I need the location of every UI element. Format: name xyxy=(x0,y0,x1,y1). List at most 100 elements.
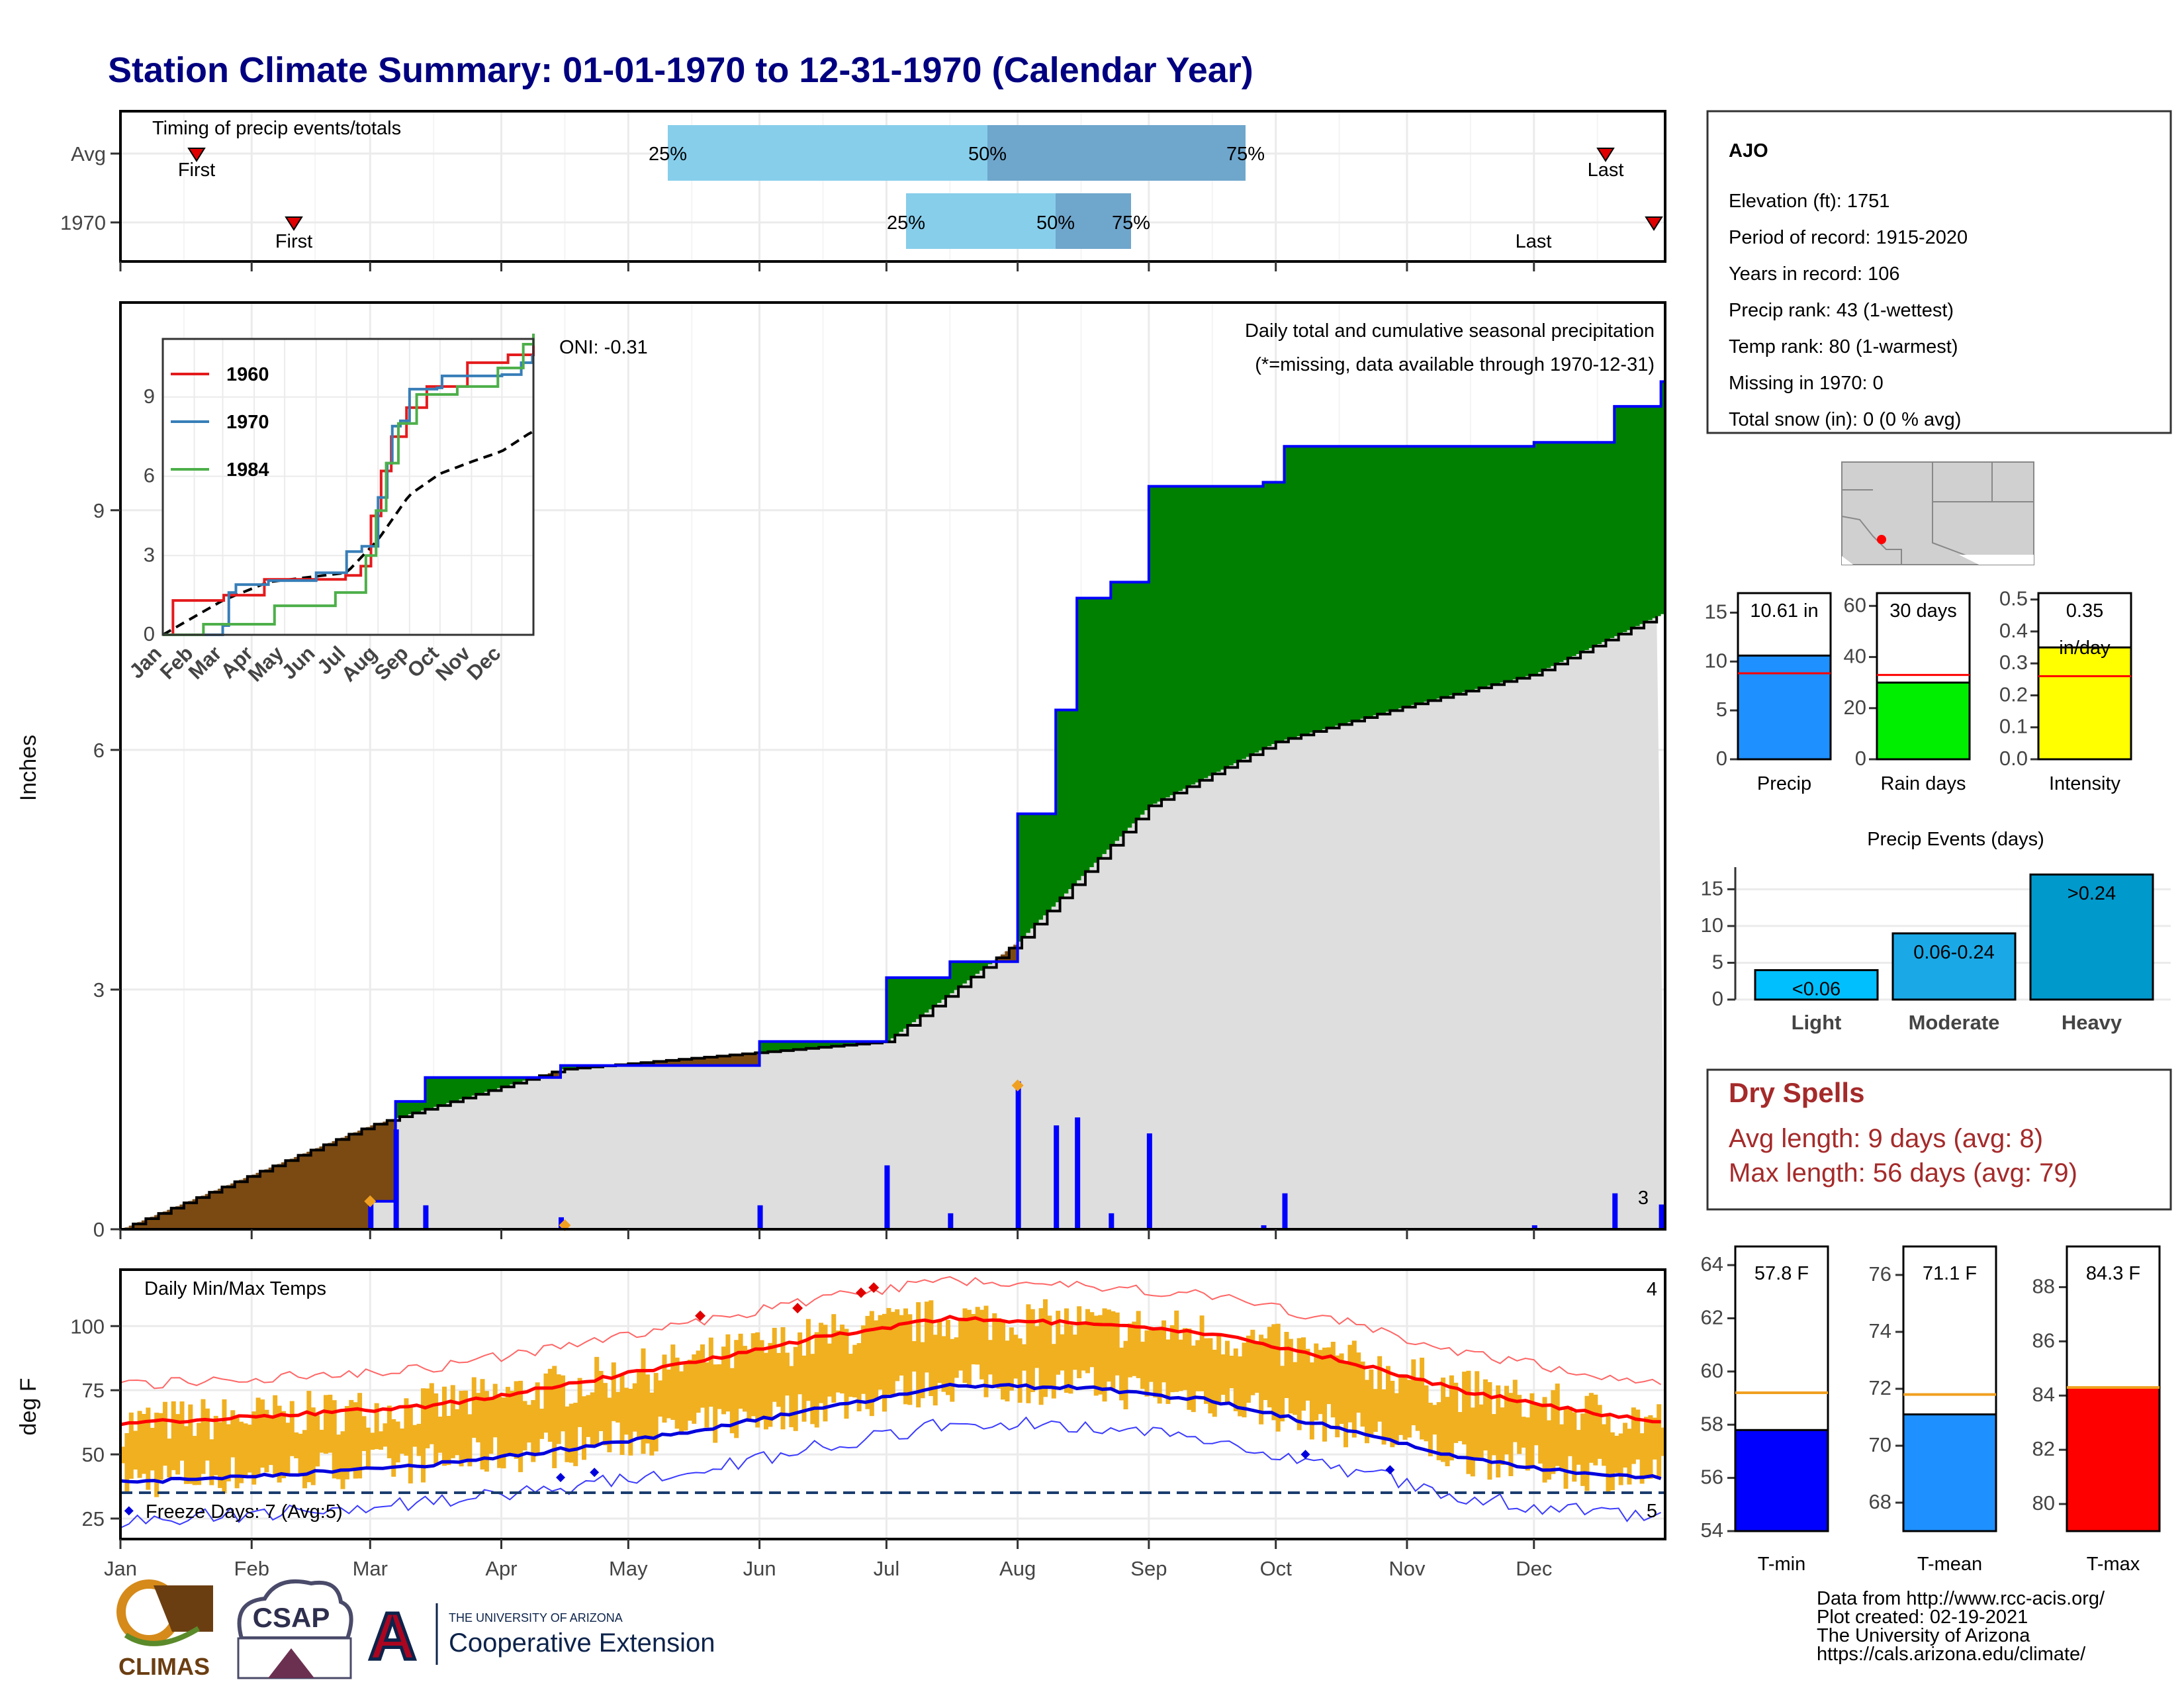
temp-range-bar xyxy=(1212,1349,1217,1417)
temp-high-count: 4 xyxy=(1647,1279,1657,1300)
temp-range-bar xyxy=(768,1342,773,1427)
tempsum-y-tick-label: 86 xyxy=(2032,1329,2055,1352)
tempsum-y-tick-label: 72 xyxy=(1869,1376,1891,1399)
temp-range-bar xyxy=(1013,1335,1019,1379)
temp-range-bar xyxy=(1106,1309,1111,1382)
location-map xyxy=(1841,461,2034,565)
temp-range-bar xyxy=(1183,1328,1188,1390)
temp-range-bar xyxy=(133,1430,138,1470)
tempsum-y-tick-label: 62 xyxy=(1701,1306,1723,1329)
temp-month-label: Sep xyxy=(1130,1557,1167,1580)
temp-range-bar xyxy=(239,1421,244,1483)
temp-month-label: Jan xyxy=(104,1557,137,1580)
temp-range-bar xyxy=(404,1398,409,1456)
temp-range-bar xyxy=(1529,1393,1535,1468)
temp-range-bar xyxy=(615,1391,621,1423)
temp-range-bar xyxy=(611,1362,616,1421)
summary-value-text: 10.61 in xyxy=(1750,600,1818,622)
temperature-summary-bars: 54 56 58 60 62 64 57.8 F T-min 68 70 72 74 76 71.1 F T… xyxy=(1701,1245,2161,1575)
summary-bar-label: Rain days xyxy=(1881,773,1966,794)
inset-y-tick-label: 6 xyxy=(144,464,155,487)
temp-low-count: 5 xyxy=(1647,1501,1657,1522)
summary-y-tick-label: 0.2 xyxy=(1999,682,2028,706)
temp-range-bar xyxy=(1411,1359,1416,1426)
temp-range-bar xyxy=(1441,1378,1446,1462)
temp-range-bar xyxy=(1588,1393,1594,1463)
tempsum-y-tick-label: 80 xyxy=(2032,1491,2055,1515)
temp-range-bar xyxy=(1093,1315,1099,1396)
temp-range-bar xyxy=(962,1308,968,1383)
summary-y-tick-label: 5 xyxy=(1716,698,1727,721)
timing-caption: Timing of precip events/totals xyxy=(152,118,401,139)
daily-precip-bar xyxy=(1659,1204,1664,1229)
temp-range-bar xyxy=(154,1413,159,1497)
footer-line-data-source: Data from http://www.rcc-acis.org/ xyxy=(1817,1588,2105,1609)
temp-range-bar xyxy=(658,1380,663,1417)
year-cumulative-line xyxy=(120,380,1665,1231)
temp-range-bar xyxy=(692,1354,697,1424)
temp-range-bar xyxy=(751,1333,756,1417)
temp-range-bar xyxy=(920,1342,925,1399)
tempsum-bar-label: T-min xyxy=(1758,1554,1806,1575)
temp-range-bar xyxy=(1377,1356,1383,1422)
tempsum-bar-value xyxy=(2066,1386,2161,1532)
temp-record-low-diamond xyxy=(1300,1450,1310,1460)
temp-range-bar xyxy=(1483,1379,1488,1451)
temp-range-bar xyxy=(459,1391,464,1467)
temp-range-bar xyxy=(725,1334,731,1412)
temp-range-bar xyxy=(704,1362,709,1428)
temp-range-bar xyxy=(1402,1375,1408,1440)
temp-month-label: May xyxy=(609,1557,648,1580)
temp-range-bar xyxy=(501,1397,506,1469)
station-line-precip-rank: Precip rank: 43 (1-wettest) xyxy=(1729,300,1954,321)
temp-range-bar xyxy=(446,1415,451,1466)
tempsum-y-tick-label: 58 xyxy=(1701,1412,1723,1435)
ua-logo-small-text: THE UNIVERSITY OF ARIZONA xyxy=(449,1611,623,1624)
temp-record-diamonds xyxy=(124,1282,1395,1516)
summary-y-tick-label: 0.1 xyxy=(1999,715,2028,738)
temp-range-bar xyxy=(289,1401,295,1456)
summary-y-tick-label: 40 xyxy=(1844,645,1866,668)
temp-range-bar xyxy=(412,1425,418,1447)
temp-month-label: Oct xyxy=(1260,1557,1293,1580)
temp-range-bar xyxy=(1017,1338,1023,1403)
temp-record-high-diamond xyxy=(868,1282,880,1293)
temp-range-bar xyxy=(429,1383,434,1444)
summary-y-tick-label: 20 xyxy=(1844,696,1866,719)
temp-range-bar xyxy=(370,1432,375,1450)
temp-range-bar xyxy=(1525,1417,1530,1471)
temp-range-bar xyxy=(197,1423,202,1485)
precip-record-diamond xyxy=(364,1195,377,1207)
temp-range-bar xyxy=(1369,1369,1374,1436)
events-title: Precip Events (days) xyxy=(1867,829,2044,850)
temp-range-bar xyxy=(1364,1380,1369,1444)
temp-range-bar xyxy=(1280,1366,1285,1422)
year-q75-label: 75% xyxy=(1112,212,1150,234)
temp-y-tick-label: 100 xyxy=(70,1315,105,1338)
temp-range-bar xyxy=(1390,1380,1395,1448)
temp-range-bar xyxy=(302,1430,307,1489)
temp-record-low-diamond xyxy=(556,1472,566,1482)
avg-q25-label: 25% xyxy=(649,144,687,165)
temp-range-bar xyxy=(1347,1344,1353,1423)
temp-range-bar xyxy=(1335,1355,1340,1438)
temp-range-bar xyxy=(1580,1413,1586,1486)
avg-max-line xyxy=(120,1315,1661,1427)
temp-range-bar xyxy=(251,1411,257,1485)
daily-precip-bar xyxy=(1109,1213,1115,1229)
temp-range-bar xyxy=(1559,1424,1565,1470)
temp-range-bar xyxy=(590,1392,595,1446)
temp-range-bar xyxy=(463,1390,468,1463)
station-line-elevation: Elevation (ft): 1751 xyxy=(1729,191,1889,212)
temp-range-bar xyxy=(958,1320,964,1371)
temp-range-bar xyxy=(810,1354,815,1425)
temp-range-bar xyxy=(1238,1356,1243,1417)
temp-range-bar xyxy=(1153,1328,1158,1398)
temp-range-bar xyxy=(772,1327,777,1402)
temp-range-bar xyxy=(784,1352,790,1396)
year-last-marker xyxy=(1645,216,1663,231)
temp-range-bar xyxy=(1089,1312,1095,1368)
temp-range-bar xyxy=(167,1438,172,1478)
temp-month-label: Jun xyxy=(743,1557,776,1580)
